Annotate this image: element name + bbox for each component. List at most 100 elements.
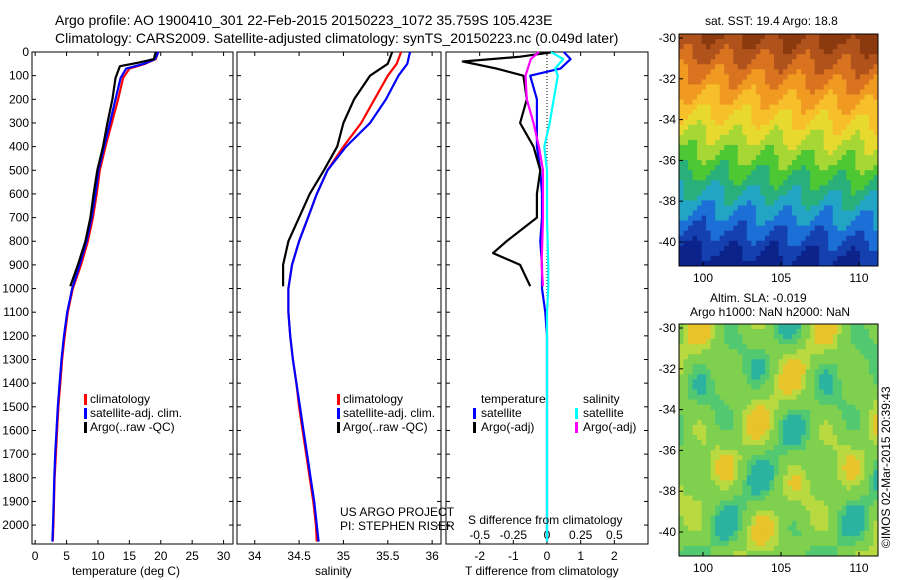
map-cell [724, 379, 730, 385]
map-cell [787, 220, 793, 227]
map-cell [873, 220, 879, 227]
map-cell [783, 160, 788, 166]
map-cell [819, 210, 825, 216]
map-cell [796, 255, 802, 262]
map-cell [841, 99, 847, 106]
map-cell [783, 220, 788, 227]
map-cell [773, 465, 779, 471]
map-cell [697, 359, 703, 365]
map-cell [742, 225, 748, 232]
map-cell [733, 39, 739, 45]
map-cell [841, 139, 847, 146]
map-cell [746, 200, 752, 206]
map-cell [724, 475, 730, 481]
map-cell [828, 359, 834, 365]
map-cell [778, 119, 784, 126]
map-cell [701, 215, 707, 222]
map-cell [846, 139, 852, 146]
map-cell [715, 399, 721, 406]
map-cell [792, 455, 797, 461]
map-cell [837, 364, 843, 370]
map-cell [814, 525, 820, 532]
y-tick-label: 1700 [2, 447, 29, 461]
map-cell [773, 99, 779, 106]
map-cell [823, 205, 829, 211]
map-cell [805, 510, 811, 517]
map-cell [810, 359, 816, 365]
map-cell [805, 334, 811, 340]
map-cell [823, 134, 829, 141]
map-cell [742, 79, 748, 85]
map-cell [728, 485, 734, 491]
map-cell [733, 364, 739, 370]
map-cell [810, 165, 816, 171]
map-cell [778, 155, 784, 161]
map-cell [764, 490, 770, 496]
map-cell [864, 455, 870, 461]
map-cell [810, 545, 816, 552]
map-cell [737, 500, 743, 506]
map-cell [751, 359, 757, 365]
y-tick-label: 2000 [2, 518, 29, 532]
map-frame [678, 323, 879, 557]
map-cell [792, 144, 797, 151]
map-cell [751, 205, 757, 211]
map-cell [832, 124, 838, 131]
map-cell [832, 255, 838, 262]
map-cell [787, 139, 793, 146]
map-cell [783, 225, 788, 232]
map-cell [764, 470, 770, 476]
map-cell [719, 480, 725, 486]
map-cell [755, 180, 761, 186]
map-cell [855, 339, 861, 345]
map-cell [841, 124, 847, 131]
map-cell [841, 245, 847, 252]
map-cell [679, 39, 684, 45]
map-cell [683, 69, 689, 75]
map-cell [719, 384, 725, 390]
map-cell [864, 429, 870, 436]
map-cell [737, 245, 743, 252]
map-cell [733, 495, 739, 501]
map-cell [710, 399, 716, 406]
map-cell [697, 34, 703, 40]
map-cell [864, 235, 870, 242]
map-cell [733, 465, 739, 471]
map-cell [819, 64, 825, 70]
map-cell [850, 445, 856, 451]
map-cell [868, 99, 874, 106]
map-cell [787, 515, 793, 522]
map-cell [760, 94, 766, 100]
map-cell [805, 339, 811, 345]
map-cell [814, 470, 820, 476]
map-cell [828, 349, 834, 355]
map-cell [796, 195, 802, 201]
map-cell [751, 450, 757, 456]
map-cell [706, 230, 712, 237]
map-cell [701, 139, 707, 146]
map-cell [832, 399, 838, 406]
map-cell [819, 440, 825, 446]
map-cell [859, 195, 865, 201]
map-cell [701, 74, 707, 80]
map-cell [724, 44, 730, 50]
map-cell [841, 525, 847, 532]
map-cell [819, 364, 825, 370]
y-tick-label: 1200 [2, 329, 29, 343]
x-tick-label: 35 [337, 549, 351, 563]
map-x-tick-label: 100 [693, 561, 713, 575]
map-cell [742, 155, 748, 161]
map-cell [792, 495, 797, 501]
map-cell [783, 440, 788, 446]
map-cell [706, 54, 712, 60]
map-cell [692, 34, 698, 40]
map-cell [778, 465, 784, 471]
map-cell [728, 354, 734, 360]
map-cell [783, 59, 788, 65]
map-cell [733, 480, 739, 486]
map-cell [719, 200, 725, 206]
map-cell [701, 399, 707, 406]
map-cell [724, 550, 730, 557]
map-cell [715, 170, 721, 176]
map-cell [846, 394, 852, 401]
